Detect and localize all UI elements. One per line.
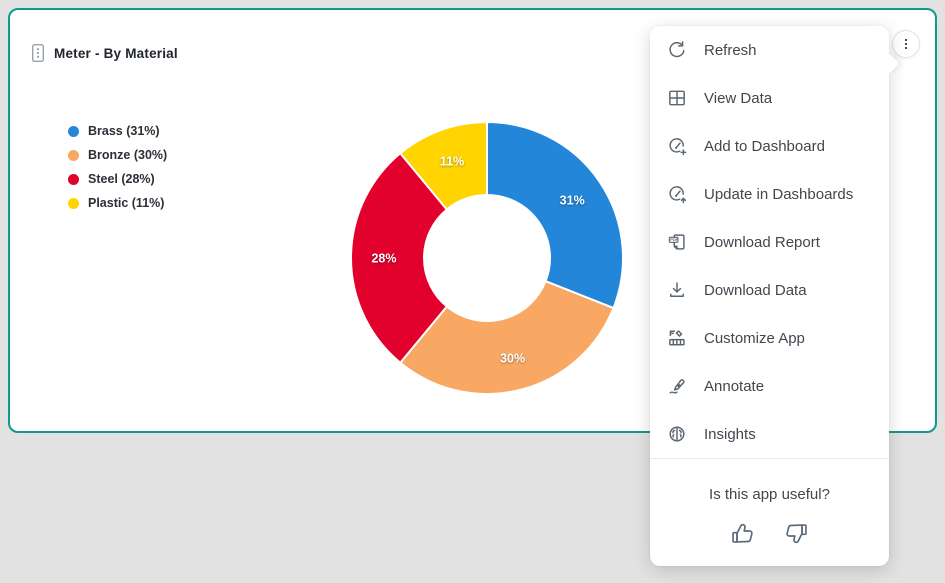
menu-item-label: Annotate (704, 377, 765, 395)
menu-item-view-data[interactable]: View Data (650, 74, 889, 122)
widget-title: Meter - By Material (54, 46, 178, 61)
chart-legend: Brass (31%) Bronze (30%) Steel (28%) Plasti… (68, 119, 167, 215)
context-menu-list: Refresh View Data Add to Dashboard Update i… (650, 26, 889, 458)
menu-item-label: Insights (704, 425, 756, 443)
legend-color-dot (68, 197, 79, 209)
menu-item-label: Add to Dashboard (704, 137, 825, 155)
update-in-dashboards-icon (666, 183, 688, 205)
add-to-dashboard-icon (666, 135, 688, 157)
menu-item-annotate[interactable]: Annotate (650, 362, 889, 410)
thumbs-up-icon (729, 523, 756, 550)
menu-item-label: Update in Dashboards (704, 185, 854, 203)
legend-color-dot (68, 173, 79, 185)
menu-item-refresh[interactable]: Refresh (650, 26, 889, 74)
legend-label: Bronze (30%) (88, 148, 168, 162)
menu-item-download-report[interactable]: PDF Download Report (650, 218, 889, 266)
download-data-icon (666, 279, 688, 301)
view-data-icon (666, 87, 688, 109)
legend-label: Plastic (11%) (88, 196, 165, 210)
legend-item-bronze[interactable]: Bronze (30%) (68, 143, 167, 167)
feedback-section: Is this app useful? (650, 486, 889, 547)
menu-item-label: Download Report (704, 233, 820, 251)
drag-handle-icon[interactable] (31, 43, 45, 63)
menu-item-label: Refresh (704, 41, 757, 59)
donut-slice-brass[interactable] (486, 121, 624, 310)
menu-item-customize-app[interactable]: Customize App (650, 314, 889, 362)
menu-item-add-to-dashboard[interactable]: Add to Dashboard (650, 122, 889, 170)
kebab-menu-icon (898, 36, 914, 52)
annotate-icon (666, 375, 688, 397)
donut-slice-steel[interactable] (350, 152, 448, 364)
menu-item-insights[interactable]: Insights (650, 410, 889, 458)
customize-app-icon (666, 327, 688, 349)
legend-color-dot (68, 125, 79, 137)
download-report-icon: PDF (666, 231, 688, 253)
thumbs-down-button[interactable] (783, 520, 810, 547)
menu-divider (650, 458, 889, 459)
legend-color-dot (68, 149, 79, 161)
menu-item-download-data[interactable]: Download Data (650, 266, 889, 314)
menu-item-update-in-dashboards[interactable]: Update in Dashboards (650, 170, 889, 218)
donut-chart: 31% 30% 28% 11% (347, 118, 627, 398)
feedback-question: Is this app useful? (709, 486, 830, 503)
kebab-menu-button[interactable] (892, 30, 920, 58)
donut-slice-plastic[interactable] (399, 121, 488, 211)
refresh-icon (666, 39, 688, 61)
thumbs-down-icon (783, 524, 810, 550)
legend-item-plastic[interactable]: Plastic (11%) (68, 191, 167, 215)
feedback-thumbs (650, 520, 889, 547)
insights-icon (666, 423, 688, 445)
legend-label: Brass (31%) (88, 124, 160, 138)
context-menu: Refresh View Data Add to Dashboard Update i… (650, 26, 900, 566)
svg-text:PDF: PDF (670, 238, 678, 242)
legend-item-brass[interactable]: Brass (31%) (68, 119, 167, 143)
thumbs-up-button[interactable] (729, 520, 756, 547)
legend-item-steel[interactable]: Steel (28%) (68, 167, 167, 191)
legend-label: Steel (28%) (88, 172, 155, 186)
menu-item-label: View Data (704, 89, 773, 107)
donut-slice-bronze[interactable] (399, 280, 615, 395)
menu-item-label: Download Data (704, 281, 807, 299)
menu-item-label: Customize App (704, 329, 805, 347)
